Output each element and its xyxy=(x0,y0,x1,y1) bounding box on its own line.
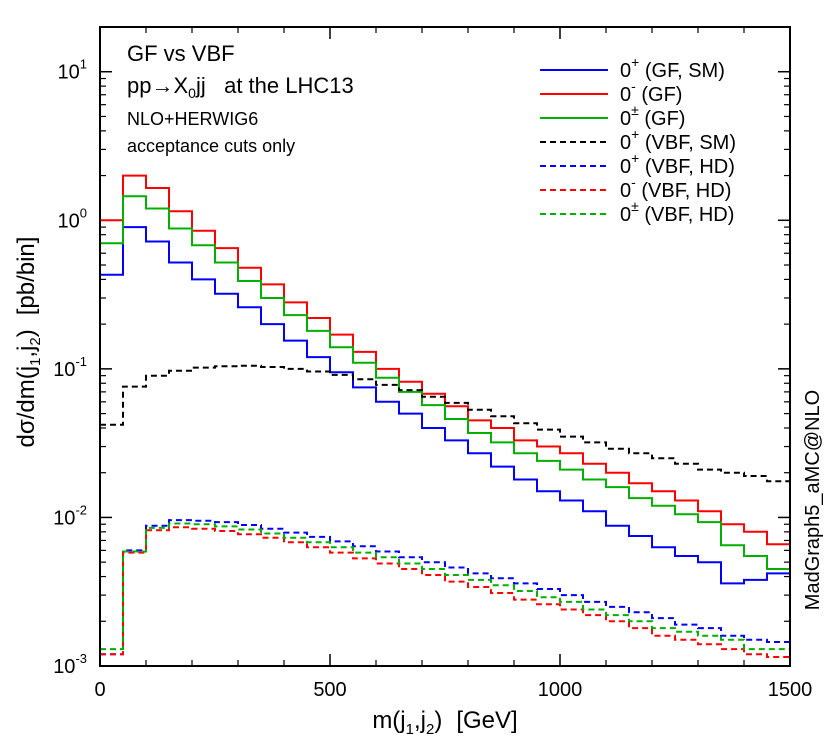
y-tick-label: 10-1 xyxy=(53,354,87,381)
y-axis-label: dσ/dm(j1,j2)[pb/bin] xyxy=(13,237,44,448)
annotation-title: GF vs VBF xyxy=(127,41,235,66)
x-tick-label: 1500 xyxy=(768,679,813,701)
annotation-cuts: acceptance cuts only xyxy=(127,136,295,156)
legend-label-vbf-hd-plus: 0+ (VBF, HD) xyxy=(620,150,735,178)
series-vbf-hd-plus xyxy=(100,519,790,656)
legend-label-vbf-sm: 0+ (VBF, SM) xyxy=(620,126,736,154)
annotations: GF vs VBF pp→X0jj at the LHC13 NLO+HERWI… xyxy=(127,41,824,610)
legend-label-vbf-hd-minus: 0- (VBF, HD) xyxy=(620,174,731,202)
series-gf-sm xyxy=(100,226,790,585)
axis-ticks: 0 500 1000 1500 10-3 10-2 10-1 100 101 xyxy=(53,26,813,701)
legend-label-gf-pm: 0± (GF) xyxy=(620,102,685,130)
annotation-process: pp→X0jj at the LHC13 xyxy=(127,73,354,101)
series-vbf-hd-pm xyxy=(100,522,790,651)
y-tick-label: 10-2 xyxy=(53,502,87,529)
legend-label-gf-sm: 0+ (GF, SM) xyxy=(620,54,725,82)
series-group xyxy=(100,174,790,658)
annotation-generator: NLO+HERWIG6 xyxy=(127,109,258,129)
series-gf-pm xyxy=(100,195,790,570)
x-tick-label: 1000 xyxy=(538,679,583,701)
x-axis-label: m(j1,j2) [GeV] xyxy=(372,707,517,738)
legend-label-vbf-hd-pm: 0± (VBF, HD) xyxy=(620,198,734,226)
series-vbf-hd-minus xyxy=(100,526,790,658)
y-tick-label: 10-3 xyxy=(53,651,87,678)
legend-label-gf-minus: 0- (GF) xyxy=(620,78,682,106)
y-tick-label: 101 xyxy=(58,57,87,84)
series-vbf-sm xyxy=(100,364,790,483)
x-tick-label: 0 xyxy=(94,679,105,701)
legend: 0+ (GF, SM)0- (GF)0± (GF)0+ (VBF, SM)0+ … xyxy=(540,54,736,226)
y-tick-label: 100 xyxy=(58,205,87,232)
annotation-side: MadGraph5_aMC@NLO xyxy=(802,390,824,610)
plot-frame xyxy=(99,26,791,667)
x-tick-label: 500 xyxy=(313,679,346,701)
series-gf-minus xyxy=(100,174,790,546)
